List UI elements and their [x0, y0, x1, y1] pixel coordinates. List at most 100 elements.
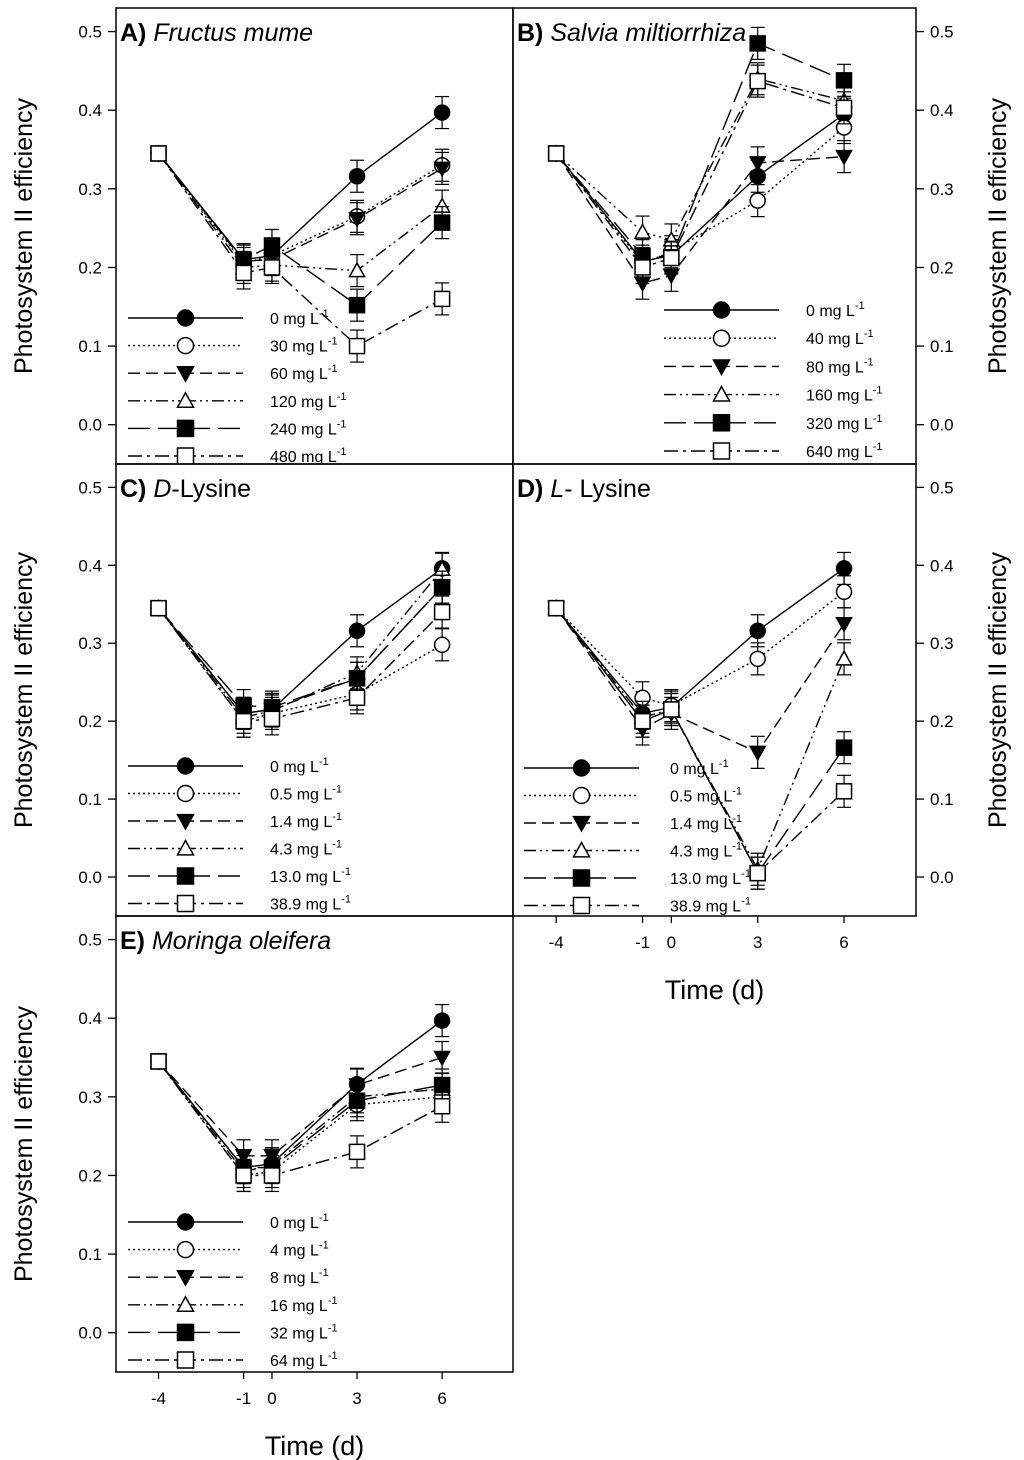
- legend-label: 4 mg L-1: [270, 1240, 329, 1260]
- legend-marker: [176, 336, 195, 355]
- data-point: [150, 145, 167, 162]
- legend-label-sup: -1: [332, 784, 342, 796]
- series-line: [157, 607, 443, 722]
- data-point: [433, 214, 451, 231]
- legend-marker: [176, 391, 195, 408]
- y-tick-label: 0.0: [78, 1324, 102, 1343]
- plot-frame: [115, 915, 514, 1373]
- legend-marker: [176, 1270, 195, 1287]
- legend-label-sup: -1: [319, 1240, 329, 1252]
- legend-label: 32 mg L-1: [270, 1322, 338, 1342]
- panel-label: E): [120, 927, 152, 955]
- data-point: [433, 104, 451, 121]
- data-point: [348, 167, 366, 185]
- legend: 0 mg L-10.5 mg L-11.4 mg L-14.3 mg L-113…: [524, 758, 751, 916]
- legend-marker: [176, 447, 195, 464]
- series-line: [555, 80, 845, 269]
- legend-label-sup: -1: [337, 391, 347, 403]
- legend-label-text: 30 mg L: [270, 339, 328, 356]
- legend-marker: [176, 366, 195, 383]
- legend-label-sup: -1: [864, 356, 874, 368]
- chart-panel-5: 0.0 0.1 0.2 0.3 0.4 0.5 Photosystem II efficie…: [10, 915, 514, 1460]
- x-tick-label: 6: [437, 1389, 446, 1408]
- legend-marker: [712, 359, 731, 376]
- legend-label-sup: -1: [328, 1295, 338, 1307]
- series-line: [555, 567, 845, 715]
- x-axis-label: Time (d): [665, 975, 765, 1005]
- legend-label: 13.0 mg L-1: [270, 866, 351, 886]
- series-line: [158, 586, 443, 708]
- y-tick-label: 0.2: [930, 712, 954, 731]
- legend-label-text: 64 mg L: [270, 1353, 328, 1370]
- chart-title: B) Salvia miltiorrhiza: [517, 19, 746, 47]
- y-tick-label: 0.3: [930, 634, 954, 653]
- y-tick-label: 0.3: [78, 1088, 102, 1107]
- y-tick-label: 0.0: [930, 416, 954, 435]
- legend-marker: [712, 442, 731, 460]
- y-tick-label: 0.2: [78, 1166, 102, 1185]
- data-point: [749, 192, 766, 209]
- legend-label: 0 mg L-1: [270, 308, 329, 328]
- legend-label-sup: -1: [741, 896, 751, 908]
- y-tick-label: 0.4: [78, 101, 102, 120]
- y-tick-label: 0.5: [78, 931, 102, 950]
- data-point: [348, 622, 366, 640]
- title-text: Fructus mume: [153, 19, 313, 47]
- legend-label-text: 40 mg L: [806, 331, 864, 348]
- series-line: [555, 607, 845, 875]
- legend-label: 1.4 mg L-1: [670, 813, 742, 833]
- legend-marker: [176, 1351, 195, 1369]
- legend-label-sup: -1: [873, 413, 883, 425]
- legend-marker: [176, 309, 195, 327]
- data-point: [749, 650, 766, 668]
- legend-label-text: 38.9 mg L: [670, 899, 741, 916]
- legend-label-sup: -1: [328, 336, 338, 348]
- y-tick-label: 0.1: [78, 790, 102, 809]
- panel-label: C): [120, 475, 153, 503]
- data-point: [663, 701, 680, 718]
- y-tick-label: 0.5: [78, 23, 102, 42]
- legend-label: 0 mg L-1: [806, 300, 865, 320]
- legend-label: 38.9 mg L-1: [670, 896, 751, 916]
- legend-label: 0 mg L-1: [270, 1212, 329, 1232]
- legend-label-sup: -1: [332, 811, 342, 823]
- legend-label-sup: -1: [741, 868, 751, 880]
- title-text: Moringa oleifera: [152, 927, 331, 955]
- x-tick-label: -1: [635, 933, 650, 952]
- legend-label-sup: -1: [873, 441, 883, 453]
- legend-label-sup: -1: [328, 1350, 338, 1362]
- y-tick-label: 0.0: [930, 868, 954, 887]
- legend-label: 80 mg L-1: [806, 356, 874, 376]
- data-point: [348, 211, 366, 228]
- legend-marker: [176, 813, 195, 831]
- legend-marker: [176, 867, 195, 885]
- legend-label: 320 mg L-1: [806, 413, 883, 433]
- legend-label-sup: -1: [732, 786, 742, 798]
- legend-label: 0 mg L-1: [270, 756, 329, 776]
- legend-marker: [176, 838, 195, 856]
- x-axis-label: Time (d): [265, 1431, 365, 1460]
- y-tick-label: 0.2: [78, 712, 102, 731]
- data-point: [150, 1053, 167, 1070]
- legend-label-text: 8 mg L: [270, 1270, 319, 1287]
- legend-label-text: 4.3 mg L: [670, 844, 732, 861]
- data-point: [835, 583, 853, 601]
- legend-marker: [176, 757, 195, 775]
- y-axis-label: Photosystem II efficiency: [984, 97, 1012, 374]
- legend-label-text: 13.0 mg L: [670, 871, 741, 888]
- legend-label-sup: -1: [319, 756, 329, 768]
- legend-label-sup: -1: [337, 446, 347, 458]
- legend-label: 13.0 mg L-1: [670, 868, 751, 888]
- data-point: [749, 864, 766, 882]
- data-point: [433, 578, 451, 596]
- legend-label: 38.9 mg L-1: [270, 894, 351, 914]
- chart-title: A) Fructus mume: [120, 19, 313, 47]
- data-point: [433, 636, 451, 654]
- chart-title: D) L- Lysine: [517, 475, 651, 503]
- legend-label: 480 mg L-1: [270, 446, 347, 466]
- data-point: [835, 783, 853, 800]
- legend-label-sup: -1: [873, 385, 883, 397]
- series-group: [547, 551, 853, 890]
- data-point: [749, 35, 766, 52]
